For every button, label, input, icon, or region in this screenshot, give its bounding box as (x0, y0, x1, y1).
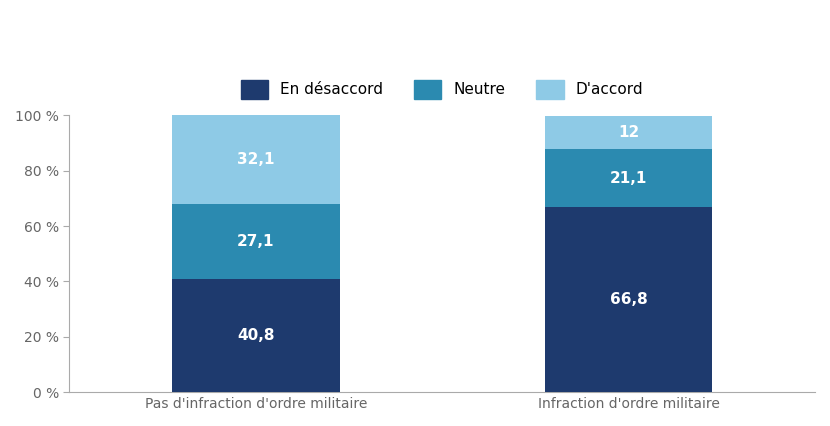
Bar (544, 149, 712, 207)
Bar (172, 279, 339, 392)
Text: 32,1: 32,1 (237, 152, 275, 167)
Bar (544, 115, 712, 149)
Text: 27,1: 27,1 (237, 234, 275, 249)
Text: 12: 12 (618, 125, 639, 140)
Legend: En désaccord, Neutre, D'accord: En désaccord, Neutre, D'accord (235, 74, 650, 105)
Text: 21,1: 21,1 (610, 170, 647, 185)
Bar (172, 204, 339, 279)
Text: 66,8: 66,8 (610, 292, 647, 307)
Text: 40,8: 40,8 (237, 328, 275, 343)
Bar (172, 115, 339, 204)
Bar (544, 207, 712, 392)
